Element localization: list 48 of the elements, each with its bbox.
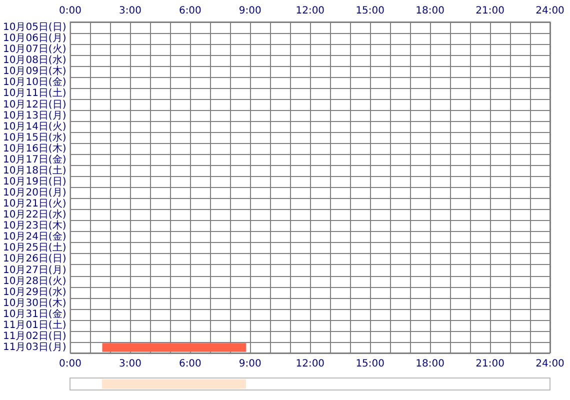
y-tick-label: 10月22日(水) [2,208,66,221]
y-tick-label: 10月07日(火) [2,43,66,56]
y-tick-label: 10月18日(土) [2,164,66,176]
y-tick-label: 11月03日(月) [2,342,66,353]
y-tick-label: 10月27日(月) [2,264,66,276]
y-tick-label: 10月14日(火) [2,120,66,132]
y-tick-label: 10月26日(日) [2,254,66,265]
y-tick-label: 10月19日(日) [2,176,66,188]
y-tick-label: 10月31日(金) [2,308,66,320]
y-tick-label: 10月12日(日) [2,99,66,110]
x-tick-label: 6:00 [178,358,202,370]
y-tick-label: 11月01日(土) [2,318,66,331]
y-tick-label: 10月23日(木) [2,220,66,232]
x-tick-label: 24:00 [536,358,564,370]
y-tick-label: 10月25日(土) [2,242,66,254]
x-tick-label: 18:00 [416,358,444,370]
y-tick-label: 10月29日(水) [2,286,66,298]
x2-tick-label: 21:00 [476,6,504,16]
y-tick-label: 10月10日(金) [2,76,66,88]
y-tick-label: 11月02日(日) [2,330,66,342]
y-tick-label: 10月15日(水) [2,131,66,144]
y-tick-label: 10月06日(月) [2,33,66,44]
x2-tick-label: 24:00 [536,6,564,16]
x2-tick-label: 0:00 [59,6,82,16]
x-tick-label: 0:00 [59,358,82,370]
y-tick-label: 10月20日(月) [2,188,66,199]
x-tick-label: 21:00 [476,358,504,370]
x2-tick-label: 12:00 [296,6,325,16]
y-tick-label: 10月05日(日) [2,22,66,34]
x2-tick-label: 6:00 [178,6,202,16]
y-tick-label: 10月11日(土) [2,87,66,100]
y-tick-label: 10月08日(水) [2,54,66,66]
x-tick-label: 3:00 [118,358,142,370]
y-tick-label: 10月16日(木) [2,142,66,154]
x2-tick-label: 9:00 [238,6,262,16]
x-tick-label: 9:00 [238,358,262,370]
x-tick-label: 15:00 [356,358,385,370]
y-tick-label: 10月28日(火) [2,274,66,287]
x2-tick-label: 18:00 [416,6,444,16]
y-tick-label: 10月24日(金) [2,230,66,243]
y-tick-label: 10月09日(木) [2,65,66,78]
y-tick-label: 10月21日(火) [2,198,66,210]
x2-tick-label: 3:00 [118,6,142,16]
y-tick-label: 10月30日(木) [2,296,66,309]
y-tick-label: 10月17日(金) [2,153,66,166]
y-tick-label: 10月13日(月) [2,110,66,122]
x2-tick-label: 15:00 [356,6,385,16]
x-tick-label: 12:00 [296,358,325,370]
